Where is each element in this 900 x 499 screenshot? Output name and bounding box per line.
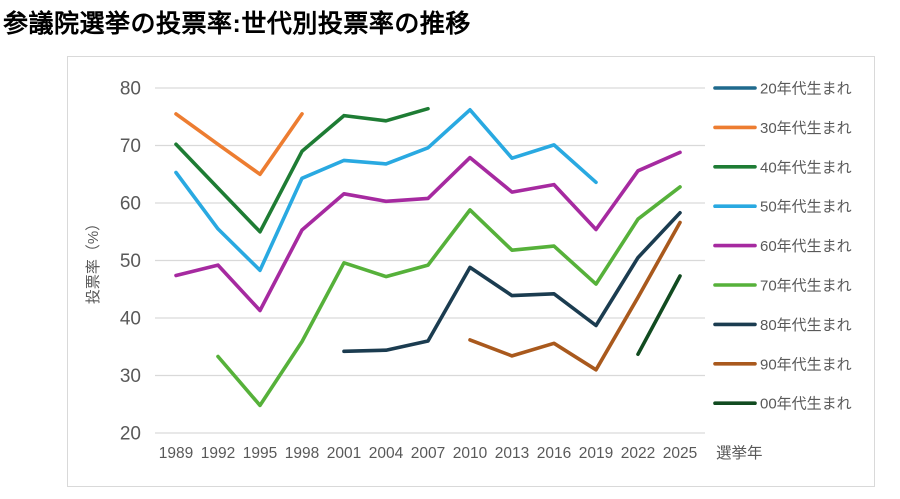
series-line-60年代生まれ [174, 150, 682, 313]
x-tick-label-2019: 2019 [579, 445, 613, 462]
page-title: 参議院選挙の投票率:世代別投票率の推移 [3, 10, 471, 38]
y-tick-label-60: 60 [120, 194, 141, 215]
series-line-50年代生まれ [174, 107, 598, 273]
y-tick-label-30: 30 [120, 366, 141, 387]
legend-label-00年代生まれ: 00年代生まれ [760, 396, 852, 413]
x-tick-label-2016: 2016 [537, 445, 571, 462]
x-tick-label-2025: 2025 [663, 445, 697, 462]
x-tick-label-2022: 2022 [621, 445, 655, 462]
chart-container: 20 30 40 50 60 70 80 1989 1992 1995 1998 2001 2004 20… [67, 56, 875, 487]
x-tick-label-1995: 1995 [243, 445, 277, 462]
x-tick-label-1989: 1989 [159, 445, 193, 462]
y-tick-label-50: 50 [120, 251, 141, 272]
legend-label-50年代生まれ: 50年代生まれ [760, 199, 852, 216]
series-line-00年代生まれ [636, 274, 682, 357]
series-line-30年代生まれ [174, 112, 304, 177]
x-tick-label-2007: 2007 [411, 445, 445, 462]
series-line-90年代生まれ [468, 220, 682, 372]
legend-label-60年代生まれ: 60年代生まれ [760, 238, 852, 255]
x-tick-label-1998: 1998 [285, 445, 319, 462]
y-tick-label-40: 40 [120, 309, 141, 330]
legend-label-70年代生まれ: 70年代生まれ [760, 278, 852, 295]
x-tick-label-2013: 2013 [495, 445, 529, 462]
x-axis-title: 選挙年 [716, 444, 763, 462]
legend-label-20年代生まれ: 20年代生まれ [760, 81, 852, 98]
y-tick-label-20: 20 [120, 424, 141, 445]
x-tick-label-2010: 2010 [453, 445, 488, 462]
line-chart: 20 30 40 50 60 70 80 1989 1992 1995 1998 2001 2004 20… [85, 79, 852, 463]
legend-label-90年代生まれ: 90年代生まれ [760, 356, 852, 373]
legend-label-30年代生まれ: 30年代生まれ [760, 120, 852, 137]
x-tick-label-1992: 1992 [201, 445, 235, 462]
y-axis-title: 投票率（%） [85, 216, 102, 304]
x-tick-label-2004: 2004 [369, 445, 404, 462]
series-line-40年代生まれ [174, 106, 430, 234]
x-tick-label-2001: 2001 [327, 445, 361, 462]
series-line-80年代生まれ [342, 211, 682, 354]
y-tick-label-80: 80 [120, 79, 141, 100]
legend-label-40年代生まれ: 40年代生まれ [760, 159, 852, 176]
legend-label-80年代生まれ: 80年代生まれ [760, 317, 852, 334]
series-line-70年代生まれ [216, 185, 682, 408]
y-tick-label-70: 70 [120, 136, 141, 157]
